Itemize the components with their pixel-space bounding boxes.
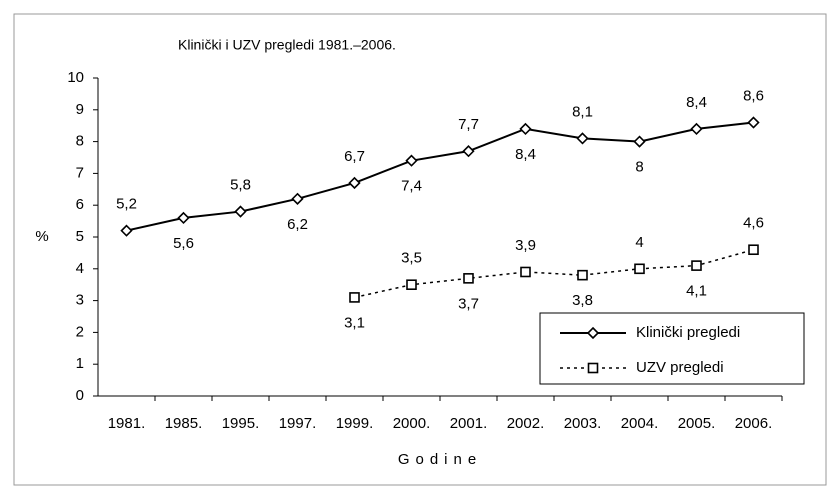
data-point xyxy=(234,205,247,218)
data-point xyxy=(348,176,361,190)
data-point xyxy=(462,145,475,158)
legend-label: Klinički pregledi xyxy=(636,324,740,341)
data-label: 3,7 xyxy=(458,295,479,312)
x-tick-label: 2003. xyxy=(564,415,602,432)
data-label: 5,2 xyxy=(116,196,137,213)
data-label: 8 xyxy=(635,159,643,176)
data-point xyxy=(177,211,190,225)
data-label: 4,6 xyxy=(743,215,764,232)
data-point xyxy=(519,122,532,136)
data-point xyxy=(577,269,588,281)
y-tick-label: 8 xyxy=(76,133,84,150)
legend-marker xyxy=(586,326,600,340)
y-tick-label: 7 xyxy=(76,164,84,181)
x-tick-label: 1985. xyxy=(165,415,203,432)
data-label: 3,8 xyxy=(572,292,593,309)
x-tick-label: 1997. xyxy=(279,415,317,432)
data-point xyxy=(520,266,531,278)
data-point xyxy=(463,273,474,284)
data-label: 3,9 xyxy=(515,237,536,254)
x-tick-label: 2002. xyxy=(507,415,545,432)
x-axis-label: Godine xyxy=(398,451,482,468)
x-tick-label: 2006. xyxy=(735,415,773,432)
x-tick-label: 2000. xyxy=(393,415,431,432)
data-label: 4 xyxy=(635,234,643,251)
data-point xyxy=(747,116,760,129)
series-line xyxy=(126,121,754,232)
chart-frame xyxy=(13,13,827,486)
data-point xyxy=(748,244,759,256)
x-tick-label: 2005. xyxy=(678,415,716,432)
y-tick-label: 5 xyxy=(76,228,84,245)
data-label: 3,1 xyxy=(344,314,365,331)
data-label: 3,5 xyxy=(401,250,422,267)
y-tick-label: 9 xyxy=(76,101,84,118)
x-tick-label: 1999. xyxy=(336,415,374,432)
data-point xyxy=(349,292,360,303)
legend-label: UZV pregledi xyxy=(636,359,724,376)
x-tick-label: 1981. xyxy=(108,415,146,432)
y-tick-label: 1 xyxy=(76,355,84,372)
data-point xyxy=(291,192,304,205)
data-label: 5,8 xyxy=(230,177,251,194)
data-point xyxy=(120,224,133,237)
data-label: 4,1 xyxy=(686,283,707,300)
data-label: 7,4 xyxy=(401,178,422,195)
y-tick-label: 6 xyxy=(76,196,84,213)
data-point xyxy=(405,154,418,167)
x-tick-label: 1995. xyxy=(222,415,260,432)
y-tick-label: 10 xyxy=(67,69,84,86)
y-tick-label: 3 xyxy=(76,292,84,309)
legend-box xyxy=(539,312,805,385)
data-point xyxy=(690,122,703,136)
data-label: 7,7 xyxy=(458,116,479,133)
data-point xyxy=(406,279,417,291)
data-label: 6,2 xyxy=(287,216,308,233)
data-label: 6,7 xyxy=(344,148,365,165)
x-tick-label: 2004. xyxy=(621,415,659,432)
data-point xyxy=(634,263,645,275)
y-tick-label: 0 xyxy=(76,387,84,404)
data-point xyxy=(576,132,589,145)
y-tick-label: 2 xyxy=(76,323,84,340)
y-axis-label: % xyxy=(35,228,48,245)
legend-marker xyxy=(587,362,599,374)
chart-title: Klinički i UZV pregledi 1981.–2006. xyxy=(178,37,396,53)
y-tick-label: 4 xyxy=(76,260,84,277)
data-label: 8,4 xyxy=(686,94,707,111)
data-point xyxy=(633,135,646,148)
data-label: 5,6 xyxy=(173,235,194,252)
data-label: 8,4 xyxy=(515,146,536,163)
data-label: 8,1 xyxy=(572,103,593,120)
data-point xyxy=(691,260,702,271)
x-tick-label: 2001. xyxy=(450,415,488,432)
data-label: 8,6 xyxy=(743,87,764,104)
